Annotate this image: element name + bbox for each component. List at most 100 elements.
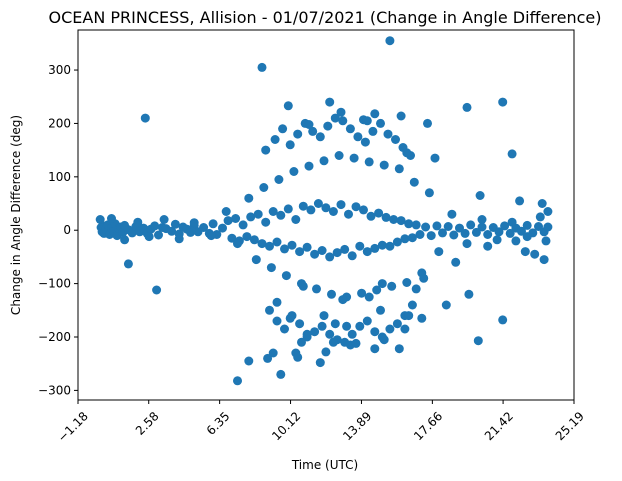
data-point — [302, 329, 312, 339]
data-point — [471, 227, 481, 237]
data-point — [319, 311, 329, 321]
data-point — [244, 356, 254, 366]
y-tick-label: −300 — [38, 383, 71, 397]
data-point — [313, 199, 323, 208]
data-point — [374, 208, 384, 218]
y-axis-label: Change in Angle Difference (deg) — [9, 115, 23, 315]
data-point — [402, 278, 412, 287]
data-point — [150, 221, 160, 231]
data-point — [186, 227, 195, 237]
data-point — [244, 193, 254, 203]
data-point — [246, 212, 256, 222]
data-point — [308, 126, 318, 136]
data-point — [376, 305, 385, 315]
data-point — [120, 235, 130, 245]
data-point — [328, 337, 338, 347]
data-point — [133, 217, 143, 227]
data-point — [507, 217, 517, 227]
data-point — [362, 247, 372, 257]
chart-title: OCEAN PRINCESS, Allision - 01/07/2021 (C… — [49, 8, 602, 27]
data-point — [407, 300, 417, 310]
data-point — [249, 235, 259, 245]
data-point — [541, 236, 551, 246]
data-point — [357, 288, 367, 298]
data-point — [462, 239, 472, 249]
data-point — [334, 151, 344, 160]
data-point — [238, 220, 248, 230]
data-point — [392, 237, 402, 247]
data-point — [336, 200, 346, 210]
data-point — [355, 321, 365, 331]
data-point — [379, 335, 389, 345]
data-point — [466, 220, 476, 230]
data-point — [319, 156, 329, 166]
data-point — [347, 329, 357, 339]
data-point — [415, 230, 425, 239]
data-point — [520, 247, 530, 257]
data-point — [475, 191, 485, 200]
data-point — [379, 160, 389, 170]
data-point — [140, 113, 150, 123]
data-point — [208, 219, 218, 229]
data-point — [272, 237, 282, 247]
data-point — [498, 315, 508, 325]
y-tick-label: 100 — [48, 170, 71, 184]
data-point — [289, 167, 299, 176]
data-point — [449, 230, 459, 240]
data-point — [477, 222, 487, 232]
data-point — [312, 284, 321, 294]
data-point — [441, 300, 451, 310]
data-point — [396, 111, 406, 121]
data-point — [396, 216, 406, 226]
data-point — [411, 220, 421, 230]
data-point — [368, 126, 378, 136]
data-point — [409, 177, 419, 187]
data-point — [328, 207, 338, 216]
data-point — [325, 329, 335, 339]
data-point — [315, 358, 325, 368]
data-point — [242, 232, 252, 242]
data-point — [257, 239, 267, 249]
data-point — [265, 305, 274, 315]
data-point — [285, 140, 295, 150]
data-point — [268, 348, 278, 358]
data-point — [266, 263, 276, 273]
y-tick-label: 200 — [48, 116, 71, 130]
data-point — [321, 203, 331, 213]
data-point — [515, 196, 525, 206]
data-point — [391, 135, 400, 144]
data-point — [522, 232, 532, 242]
data-point — [317, 246, 327, 255]
data-point — [537, 199, 547, 208]
data-point — [387, 281, 397, 291]
data-point — [263, 353, 273, 363]
data-point — [430, 153, 440, 163]
data-point — [424, 188, 434, 198]
data-point — [221, 207, 231, 216]
data-point — [338, 116, 348, 126]
data-point — [423, 118, 432, 128]
data-point — [310, 249, 320, 259]
data-point — [340, 244, 350, 254]
data-point — [394, 164, 404, 174]
data-point — [535, 212, 545, 222]
data-point — [233, 239, 242, 249]
data-point — [199, 223, 209, 232]
data-point — [280, 244, 289, 254]
data-point — [404, 219, 414, 229]
data-point — [370, 243, 380, 253]
data-point — [261, 145, 271, 155]
data-point — [372, 285, 382, 295]
data-point — [492, 235, 502, 245]
data-point — [404, 311, 414, 321]
data-point — [283, 101, 293, 111]
data-point — [231, 214, 241, 223]
data-point — [167, 226, 177, 236]
data-point — [483, 241, 493, 251]
data-point — [447, 209, 457, 219]
data-point — [359, 205, 368, 215]
data-point — [107, 214, 116, 223]
data-point — [360, 137, 370, 147]
data-point — [174, 234, 184, 244]
data-point — [364, 292, 374, 302]
